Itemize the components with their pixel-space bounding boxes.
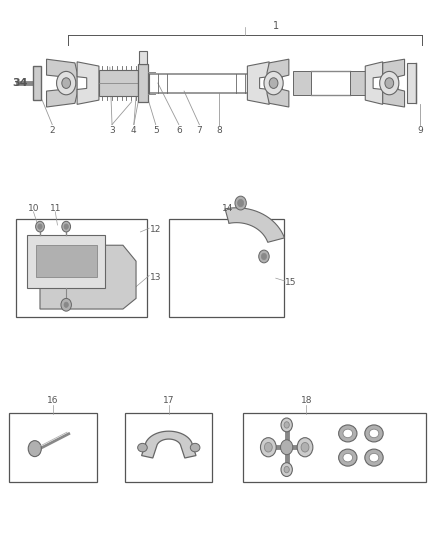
- Ellipse shape: [369, 454, 379, 462]
- Circle shape: [261, 438, 276, 457]
- Bar: [138, 64, 148, 102]
- Polygon shape: [383, 59, 405, 107]
- Circle shape: [57, 71, 76, 95]
- Bar: [16, 219, 147, 317]
- Ellipse shape: [191, 443, 200, 452]
- Circle shape: [281, 418, 292, 432]
- Text: 7: 7: [197, 126, 202, 135]
- Ellipse shape: [365, 449, 383, 466]
- Polygon shape: [27, 235, 106, 288]
- Text: 1: 1: [273, 21, 279, 31]
- Ellipse shape: [343, 429, 353, 438]
- Bar: [169, 219, 285, 317]
- Bar: [407, 63, 417, 103]
- Circle shape: [297, 438, 313, 457]
- Circle shape: [62, 221, 71, 232]
- Circle shape: [281, 463, 292, 477]
- Text: 11: 11: [49, 204, 61, 213]
- Circle shape: [35, 221, 44, 232]
- Circle shape: [284, 466, 289, 473]
- Circle shape: [265, 442, 272, 452]
- Text: 5: 5: [153, 126, 159, 135]
- Circle shape: [269, 78, 278, 88]
- Bar: [33, 66, 41, 100]
- Text: 8: 8: [216, 126, 222, 135]
- Text: 13: 13: [150, 273, 162, 281]
- Text: 15: 15: [285, 278, 297, 287]
- Circle shape: [38, 224, 42, 229]
- Circle shape: [301, 442, 309, 452]
- Circle shape: [380, 71, 399, 95]
- Circle shape: [261, 253, 267, 260]
- Text: 18: 18: [300, 396, 312, 405]
- Text: 4: 4: [131, 126, 137, 135]
- Polygon shape: [141, 431, 196, 458]
- Bar: [10, 413, 97, 482]
- Polygon shape: [40, 245, 136, 309]
- Text: 3: 3: [109, 126, 115, 135]
- Circle shape: [61, 298, 71, 311]
- Text: 14: 14: [222, 204, 233, 213]
- Ellipse shape: [343, 454, 353, 462]
- Text: 2: 2: [49, 126, 55, 135]
- Circle shape: [264, 71, 283, 95]
- Circle shape: [64, 224, 68, 229]
- Circle shape: [62, 78, 71, 88]
- Text: 12: 12: [150, 225, 161, 234]
- Bar: [139, 51, 147, 64]
- Circle shape: [235, 196, 246, 210]
- Text: 6: 6: [176, 126, 182, 135]
- Bar: [99, 70, 138, 96]
- Polygon shape: [225, 208, 284, 243]
- Circle shape: [284, 422, 289, 428]
- Polygon shape: [77, 62, 99, 104]
- Ellipse shape: [339, 425, 357, 442]
- Ellipse shape: [365, 425, 383, 442]
- Text: 17: 17: [163, 396, 174, 405]
- Ellipse shape: [138, 443, 147, 452]
- Polygon shape: [365, 62, 383, 104]
- Text: 9: 9: [417, 126, 423, 135]
- Polygon shape: [247, 62, 269, 104]
- Polygon shape: [267, 59, 289, 107]
- Circle shape: [259, 250, 269, 263]
- Bar: [350, 71, 367, 95]
- Circle shape: [28, 441, 41, 457]
- Text: 16: 16: [47, 396, 59, 405]
- Circle shape: [281, 440, 293, 455]
- Circle shape: [385, 78, 394, 88]
- Polygon shape: [35, 245, 97, 277]
- Text: 34: 34: [13, 78, 28, 88]
- Ellipse shape: [369, 429, 379, 438]
- Bar: [125, 413, 212, 482]
- Circle shape: [64, 302, 68, 308]
- Bar: [243, 413, 426, 482]
- Bar: [293, 71, 311, 95]
- Ellipse shape: [339, 449, 357, 466]
- Text: 10: 10: [28, 204, 39, 213]
- Polygon shape: [46, 59, 77, 107]
- Circle shape: [237, 199, 244, 207]
